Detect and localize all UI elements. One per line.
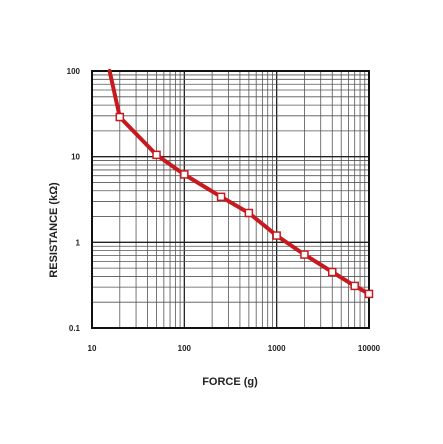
data-point-marker [328, 267, 337, 277]
y-tick-label: 10 [71, 153, 80, 162]
data-point-marker [216, 192, 226, 202]
plot-frame [91, 70, 370, 329]
x-tick-label: 10 [88, 344, 97, 353]
data-point-marker [364, 289, 374, 299]
x-tick-labels: 10 100 1000 10000 [88, 344, 381, 353]
y-tick-label: 0.1 [69, 324, 81, 333]
y-tick-labels: 100 10 1 0.1 [67, 67, 81, 333]
series-layer [107, 69, 374, 299]
data-point-marker [152, 150, 161, 160]
x-tick-label: 10000 [358, 344, 381, 353]
data-point-marker [350, 281, 359, 291]
data-point-marker [272, 231, 281, 240]
x-axis-title: FORCE (g) [202, 376, 258, 388]
data-point-marker [244, 208, 254, 218]
grid [91, 71, 369, 329]
data-point-marker [180, 170, 189, 179]
data-point-marker [115, 112, 125, 122]
x-tick-label: 1000 [268, 344, 286, 353]
y-tick-label: 1 [76, 238, 81, 247]
x-tick-label: 100 [178, 344, 192, 353]
y-tick-label: 100 [67, 67, 81, 76]
y-axis-title: RESISTANCE (kΩ) [48, 182, 60, 278]
data-point-marker [300, 250, 309, 259]
